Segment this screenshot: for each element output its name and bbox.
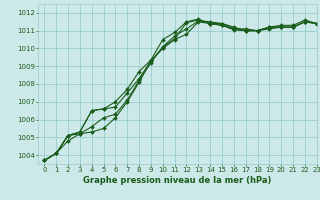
X-axis label: Graphe pression niveau de la mer (hPa): Graphe pression niveau de la mer (hPa) bbox=[84, 176, 272, 185]
